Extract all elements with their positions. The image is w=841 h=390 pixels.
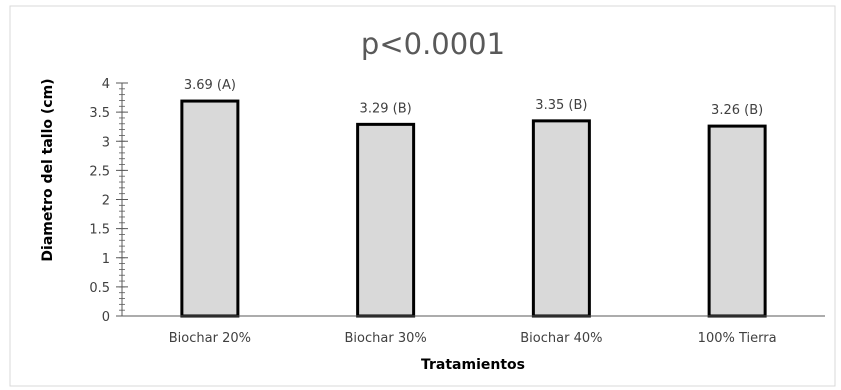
x-tick-label: Biochar 20% bbox=[169, 331, 251, 346]
data-label: 3.35 (B) bbox=[535, 98, 587, 113]
y-axis: 0 0.5 1 1.5 2 2.5 3 3.5 4 bbox=[89, 77, 128, 325]
x-axis-title: Tratamientos bbox=[421, 357, 525, 373]
y-tick-label: 1.5 bbox=[89, 223, 110, 238]
bar bbox=[531, 119, 591, 318]
bar bbox=[180, 99, 240, 318]
bar bbox=[707, 124, 767, 318]
y-tick-label: 3 bbox=[102, 135, 110, 150]
y-tick-label: 2 bbox=[102, 194, 110, 209]
y-tick-label: 0 bbox=[102, 310, 110, 325]
bars: 3.69 (A) 3.29 (B) 3.35 (B) 3.26 (B) bbox=[180, 78, 767, 318]
x-axis: Biochar 20% Biochar 30% Biochar 40% 100% Ti… bbox=[122, 315, 825, 346]
y-tick-label: 2.5 bbox=[89, 164, 110, 179]
x-tick-label: Biochar 30% bbox=[345, 331, 427, 346]
data-label: 3.29 (B) bbox=[360, 101, 412, 116]
chart-title: p<0.0001 bbox=[361, 27, 505, 61]
y-tick-label: 0.5 bbox=[89, 281, 110, 296]
y-axis-title: Diametro del tallo (cm) bbox=[40, 78, 56, 261]
x-tick-label: Biochar 40% bbox=[520, 331, 602, 346]
data-label: 3.26 (B) bbox=[711, 103, 763, 118]
y-tick-label: 1 bbox=[102, 252, 110, 267]
bar bbox=[356, 122, 416, 318]
y-tick-label: 3.5 bbox=[89, 106, 110, 121]
x-tick-label: 100% Tierra bbox=[698, 331, 777, 346]
data-label: 3.69 (A) bbox=[184, 78, 236, 93]
chart-border bbox=[9, 5, 836, 387]
y-tick-label: 4 bbox=[102, 77, 110, 92]
